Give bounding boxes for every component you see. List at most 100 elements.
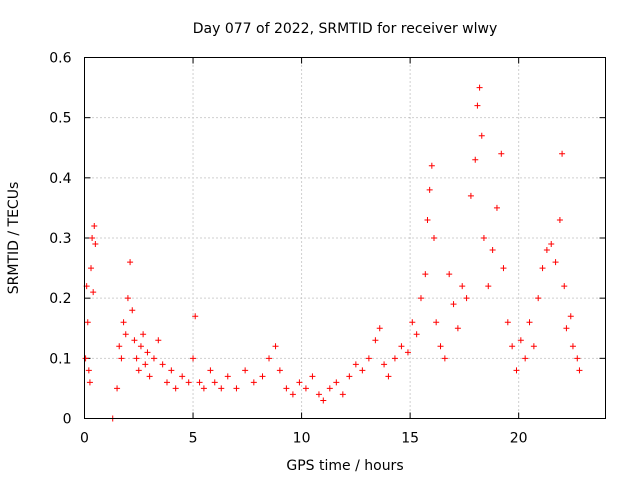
data-point: [561, 283, 568, 290]
data-point: [576, 367, 583, 374]
data-point: [339, 391, 346, 398]
data-point: [172, 385, 179, 392]
data-point: [476, 84, 483, 91]
data-point: [302, 385, 309, 392]
data-point: [574, 355, 581, 362]
data-point: [250, 379, 257, 386]
data-point: [485, 283, 492, 290]
data-point: [133, 355, 140, 362]
y-tick-label: 0.1: [49, 351, 71, 367]
data-point: [185, 379, 192, 386]
data-point: [372, 337, 379, 344]
x-tick-label: 5: [189, 431, 198, 447]
data-point: [163, 379, 170, 386]
data-point: [517, 337, 524, 344]
data-point: [359, 367, 366, 374]
data-point: [509, 343, 516, 350]
data-point: [552, 259, 559, 266]
data-point: [493, 204, 500, 211]
data-point: [417, 295, 424, 302]
data-point: [309, 373, 316, 380]
data-point: [431, 235, 438, 241]
y-axis-label: SRMTID / TECUs: [6, 182, 22, 295]
data-point: [559, 150, 566, 157]
axis-ticks: 0 5 10 15 20 0 0.1 0.2 0.3 0.4 0.5 0.6: [49, 51, 606, 447]
data-point: [398, 343, 405, 350]
x-tick-label: 20: [510, 431, 528, 447]
data-point: [569, 343, 576, 350]
data-point: [450, 301, 457, 308]
data-point: [500, 265, 507, 272]
data-point: [326, 385, 333, 392]
data-point: [467, 192, 474, 199]
data-point: [122, 331, 129, 338]
data-point: [86, 379, 93, 386]
data-point: [498, 150, 505, 157]
data-point: [365, 355, 372, 362]
x-tick-label: 10: [293, 431, 311, 447]
data-point: [459, 283, 466, 290]
data-point: [563, 325, 570, 332]
data-point: [413, 331, 420, 338]
data-point: [120, 319, 127, 326]
data-point: [116, 343, 123, 350]
data-point: [137, 343, 144, 350]
x-tick-label: 15: [401, 431, 419, 447]
data-point: [556, 216, 563, 223]
data-point: [333, 379, 340, 386]
plot-frame: [84, 57, 606, 419]
data-point: [543, 247, 550, 254]
data-point: [91, 222, 98, 229]
data-point: [196, 379, 203, 386]
data-point: [472, 156, 479, 163]
data-point: [272, 343, 279, 350]
data-point: [539, 265, 546, 272]
data-point: [140, 331, 147, 338]
y-tick-label: 0.3: [49, 231, 71, 247]
data-point: [346, 373, 353, 380]
data-point: [480, 235, 487, 241]
data-point: [535, 295, 542, 302]
data-point: [82, 355, 89, 362]
x-axis-label: GPS time / hours: [286, 458, 403, 474]
data-point: [567, 313, 574, 320]
data-points: [82, 84, 583, 422]
data-point: [179, 373, 186, 380]
data-point: [146, 373, 153, 380]
data-point: [276, 367, 283, 374]
data-point: [207, 367, 214, 374]
data-point: [441, 355, 448, 362]
data-point: [489, 247, 496, 254]
data-point: [200, 385, 207, 392]
data-point: [404, 349, 411, 356]
data-point: [530, 343, 537, 350]
data-point: [526, 319, 533, 326]
data-point: [127, 259, 134, 266]
data-point: [84, 319, 91, 326]
chart-title: Day 077 of 2022, SRMTID for receiver wlw…: [193, 21, 498, 37]
data-point: [92, 241, 99, 248]
data-point: [168, 367, 175, 374]
data-point: [192, 313, 199, 320]
data-point: [85, 367, 92, 374]
grid: [84, 57, 606, 419]
data-point: [150, 355, 157, 362]
data-point: [159, 361, 166, 368]
data-point: [289, 391, 296, 398]
y-tick-label: 0.5: [49, 111, 71, 127]
data-point: [142, 361, 149, 368]
data-point: [118, 355, 125, 362]
data-point: [224, 373, 231, 380]
data-point: [135, 367, 142, 374]
y-tick-label: 0.2: [49, 291, 71, 307]
data-point: [504, 319, 511, 326]
data-point: [315, 391, 322, 398]
data-point: [233, 385, 240, 392]
data-point: [129, 307, 136, 314]
data-point: [296, 379, 303, 386]
data-point: [89, 235, 96, 241]
data-point: [352, 361, 359, 368]
data-point: [422, 271, 429, 278]
data-point: [409, 319, 416, 326]
